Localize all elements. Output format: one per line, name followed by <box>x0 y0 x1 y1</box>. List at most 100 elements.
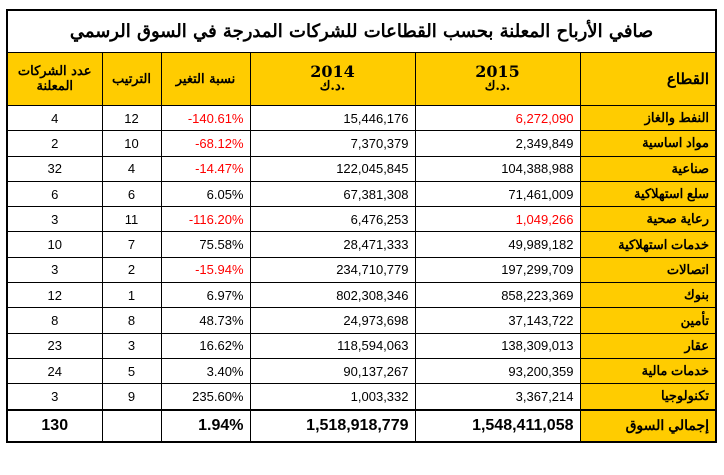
sector-profits-table: صافي الأرباح المعلنة بحسب القطاعات للشرك… <box>6 9 718 443</box>
table-row: 12 1 6.97% 802,308,346 858,223,369 بنوك <box>6 282 717 309</box>
profit-2015: 858,223,369 <box>414 282 581 309</box>
company-count: 3 <box>6 383 103 411</box>
company-count: 12 <box>6 282 103 309</box>
company-count: 6 <box>6 180 103 208</box>
company-count: 3 <box>6 206 103 233</box>
sector-name: مواد اساسية <box>579 130 717 157</box>
company-count: 8 <box>6 307 103 334</box>
header-rank: الترتيب <box>101 52 162 106</box>
sector-name: سلع استهلاكية <box>579 180 717 208</box>
profit-2014: 7,370,379 <box>249 130 416 157</box>
profit-2014: 234,710,779 <box>249 256 416 284</box>
sector-name: عقار <box>579 332 717 359</box>
table-row: 2 10 -68.12% 7,370,379 2,349,849 مواد اساسية <box>6 130 717 157</box>
rank: 10 <box>101 130 162 157</box>
change-percent: 6.97% <box>160 282 251 309</box>
sector-name: خدمات مالية <box>579 357 717 385</box>
profit-2015: 37,143,722 <box>414 307 581 334</box>
profit-2014: 67,381,308 <box>249 180 416 208</box>
change-percent: 6.05% <box>160 180 251 208</box>
sector-name: خدمات استهلاكية <box>579 231 717 258</box>
total-row: 130 1.94% 1,518,918,779 1,548,411,058 إج… <box>6 408 717 443</box>
header-row: عدد الشركات المعلنة الترتيب نسبة التغير … <box>6 52 717 106</box>
rank: 12 <box>101 104 162 132</box>
profit-2015: 49,989,182 <box>414 231 581 258</box>
profit-2015: 104,388,988 <box>414 155 581 182</box>
header-2015: 2015 د.ك. <box>414 52 581 106</box>
rank: 11 <box>101 206 162 233</box>
rank: 3 <box>101 332 162 359</box>
profit-2014: 1,003,332 <box>249 383 416 411</box>
table-row: 8 8 48.73% 24,973,698 37,143,722 تأمين <box>6 307 717 334</box>
table-row: 3 9 235.60% 1,003,332 3,367,214 تكنولوجيا <box>6 383 717 411</box>
total-2015: 1,548,411,058 <box>414 408 581 443</box>
rank: 4 <box>101 155 162 182</box>
sector-name: النفط والغاز <box>579 104 717 132</box>
rank: 7 <box>101 231 162 258</box>
profit-2015: 6,272,090 <box>414 104 581 132</box>
table-row: 32 4 -14.47% 122,045,845 104,388,988 صناعية <box>6 155 717 182</box>
profit-2014: 28,471,333 <box>249 231 416 258</box>
change-percent: 16.62% <box>160 332 251 359</box>
header-2014: 2014 د.ك. <box>249 52 416 106</box>
header-count: عدد الشركات المعلنة <box>6 52 103 106</box>
rank: 8 <box>101 307 162 334</box>
change-percent: -140.61% <box>160 104 251 132</box>
profit-2015: 1,049,266 <box>414 206 581 233</box>
table-row: 24 5 3.40% 90,137,267 93,200,359 خدمات مالية <box>6 357 717 385</box>
total-rank <box>101 408 162 443</box>
rank: 2 <box>101 256 162 284</box>
profit-2014: 118,594,063 <box>249 332 416 359</box>
company-count: 3 <box>6 256 103 284</box>
header-2014-unit: د.ك. <box>319 79 346 94</box>
change-percent: 75.58% <box>160 231 251 258</box>
change-percent: 3.40% <box>160 357 251 385</box>
total-label: إجمالي السوق <box>579 408 717 443</box>
change-percent: -15.94% <box>160 256 251 284</box>
profit-2015: 197,299,709 <box>414 256 581 284</box>
profit-2014: 122,045,845 <box>249 155 416 182</box>
table-row: 3 2 -15.94% 234,710,779 197,299,709 اتصالات <box>6 256 717 284</box>
profit-2015: 3,367,214 <box>414 383 581 411</box>
table-row: 3 11 -116.20% 6,476,253 1,049,266 رعاية صحية <box>6 206 717 233</box>
profit-2014: 24,973,698 <box>249 307 416 334</box>
sector-name: تكنولوجيا <box>579 383 717 411</box>
rank: 6 <box>101 180 162 208</box>
table-title: صافي الأرباح المعلنة بحسب القطاعات للشرك… <box>6 9 717 53</box>
sector-name: صناعية <box>579 155 717 182</box>
table-row: 23 3 16.62% 118,594,063 138,309,013 عقار <box>6 332 717 359</box>
change-percent: -68.12% <box>160 130 251 157</box>
header-2014-year: 2014 <box>310 62 355 81</box>
change-percent: -14.47% <box>160 155 251 182</box>
header-2015-unit: د.ك. <box>484 79 511 94</box>
rank: 9 <box>101 383 162 411</box>
table-row: 4 12 -140.61% 15,446,176 6,272,090 النفط والغ… <box>6 104 717 132</box>
rank: 5 <box>101 357 162 385</box>
sector-name: تأمين <box>579 307 717 334</box>
sector-name: رعاية صحية <box>579 206 717 233</box>
header-change: نسبة التغير <box>160 52 251 106</box>
profit-2014: 6,476,253 <box>249 206 416 233</box>
profit-2015: 2,349,849 <box>414 130 581 157</box>
company-count: 24 <box>6 357 103 385</box>
profit-2015: 138,309,013 <box>414 332 581 359</box>
rank: 1 <box>101 282 162 309</box>
total-change: 1.94% <box>160 408 251 443</box>
company-count: 4 <box>6 104 103 132</box>
profit-2014: 90,137,267 <box>249 357 416 385</box>
table-row: 6 6 6.05% 67,381,308 71,461,009 سلع استهلاكية <box>6 180 717 208</box>
change-percent: 48.73% <box>160 307 251 334</box>
profits-table-container: صافي الأرباح المعلنة بحسب القطاعات للشرك… <box>6 9 718 443</box>
profit-2014: 15,446,176 <box>249 104 416 132</box>
profit-2014: 802,308,346 <box>249 282 416 309</box>
header-2015-year: 2015 <box>475 62 520 81</box>
header-sector: القطاع <box>579 52 717 106</box>
sector-name: اتصالات <box>579 256 717 284</box>
company-count: 32 <box>6 155 103 182</box>
total-2014: 1,518,918,779 <box>249 408 416 443</box>
table-row: 10 7 75.58% 28,471,333 49,989,182 خدمات استهل… <box>6 231 717 258</box>
company-count: 10 <box>6 231 103 258</box>
profit-2015: 71,461,009 <box>414 180 581 208</box>
profit-2015: 93,200,359 <box>414 357 581 385</box>
company-count: 23 <box>6 332 103 359</box>
